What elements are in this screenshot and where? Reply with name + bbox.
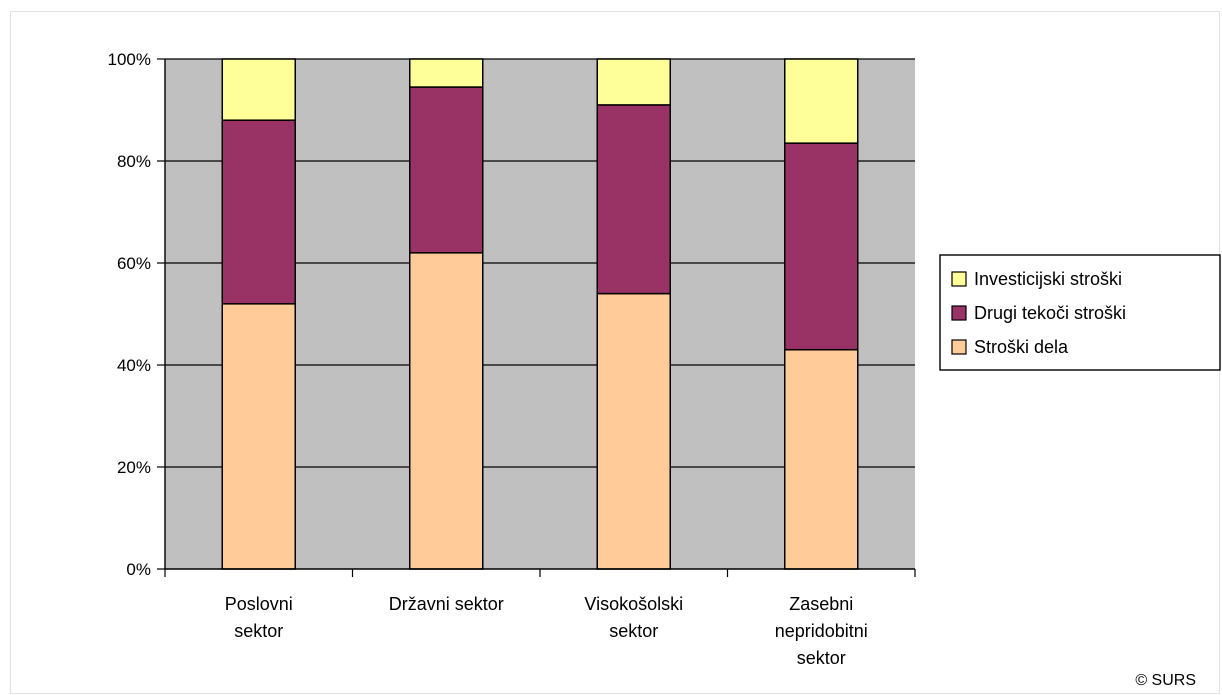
credit-label: © SURS xyxy=(1135,672,1196,689)
x-tick-label: nepridobitni xyxy=(775,621,868,641)
bars xyxy=(221,58,859,570)
bar-segment xyxy=(409,58,484,88)
x-tick-label: sektor xyxy=(234,621,283,641)
bar-segment xyxy=(409,86,484,254)
y-tick-label: 20% xyxy=(117,458,151,477)
legend-swatch xyxy=(951,339,967,355)
y-tick-label: 100% xyxy=(108,50,151,69)
legend-swatch xyxy=(951,305,967,321)
x-tick-label: Državni sektor xyxy=(389,594,504,614)
x-axis-tick-labels: Poslovni sektor Državni sektor Visokošolski… xyxy=(225,594,868,668)
y-axis-tick-labels: 0% 20% 40% 60% 80% 100% xyxy=(108,50,151,579)
x-tick-label: Zasebni xyxy=(789,594,853,614)
y-tick-label: 0% xyxy=(126,560,151,579)
legend-label: Drugi tekoči stroški xyxy=(974,303,1126,323)
bar-segment xyxy=(784,348,859,570)
x-tick-label: Visokošolski xyxy=(584,594,683,614)
bar-segment xyxy=(221,303,296,570)
bar-segment xyxy=(596,292,671,570)
bar-segment xyxy=(596,58,671,106)
legend-label: Stroški dela xyxy=(974,337,1069,357)
legend-swatch xyxy=(951,271,967,287)
bar-segment xyxy=(409,252,484,570)
x-tick-label: Poslovni xyxy=(225,594,293,614)
bar-segment xyxy=(784,58,859,144)
bar-segment xyxy=(221,119,296,305)
legend-label: Investicijski stroški xyxy=(974,269,1122,289)
y-tick-label: 40% xyxy=(117,356,151,375)
axes xyxy=(157,58,916,577)
bar-segment xyxy=(784,142,859,351)
bar-segment xyxy=(221,58,296,121)
legend-box xyxy=(939,254,1221,371)
x-tick-label: sektor xyxy=(609,621,658,641)
legend: Investicijski stroški Drugi tekoči strošk… xyxy=(939,254,1221,371)
x-tick-label: sektor xyxy=(797,648,846,668)
y-tick-label: 60% xyxy=(117,254,151,273)
y-tick-label: 80% xyxy=(117,152,151,171)
bar-segment xyxy=(596,104,671,295)
